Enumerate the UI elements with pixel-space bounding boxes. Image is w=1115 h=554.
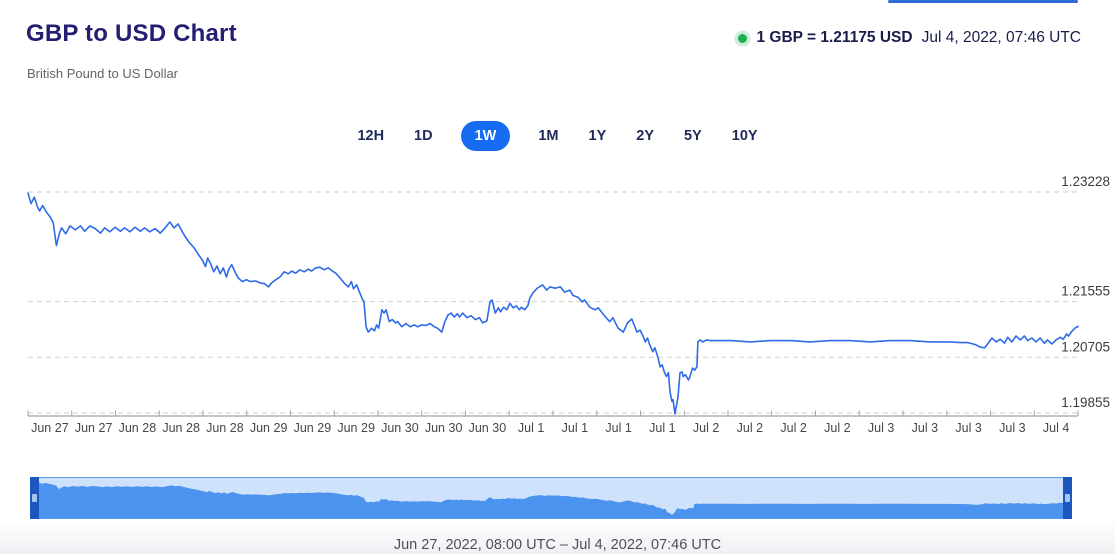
x-axis: Jun 27 Jun 27 Jun 28 Jun 28 Jun 28 Jun 29 Jun … — [27, 410, 1079, 435]
x-axis-label: Jul 1 — [649, 421, 675, 435]
x-axis-label: Jul 1 — [562, 421, 588, 435]
x-axis-label: Jun 28 — [162, 421, 200, 435]
y-axis-label: 1.20705 — [1061, 339, 1110, 354]
range-button-1m[interactable]: 1M — [536, 121, 560, 151]
x-axis-label: Jun 30 — [381, 421, 419, 435]
grip-icon — [32, 494, 37, 502]
top-accent-bar — [888, 0, 1078, 3]
x-axis-label: Jun 27 — [31, 421, 69, 435]
x-axis-label: Jul 1 — [518, 421, 544, 435]
y-axis-label: 1.23228 — [1061, 174, 1110, 189]
range-button-1y[interactable]: 1Y — [587, 121, 609, 151]
navigator-left-handle[interactable] — [30, 477, 39, 519]
x-axis-label: Jul 2 — [780, 421, 806, 435]
y-axis-label: 1.21555 — [1061, 284, 1110, 299]
current-rate: 1 GBP = 1.21175 USD Jul 4, 2022, 07:46 U… — [738, 29, 1081, 47]
gridlines: 1.23228 1.21555 1.20705 1.19855 — [28, 174, 1110, 414]
x-axis-label: Jun 28 — [119, 421, 157, 435]
chart-navigator[interactable] — [30, 477, 1072, 519]
x-axis-label: Jun 28 — [206, 421, 244, 435]
x-axis-label: Jul 1 — [605, 421, 631, 435]
x-axis-label: Jun 27 — [75, 421, 113, 435]
x-axis-label: Jul 2 — [824, 421, 850, 435]
x-axis-label: Jul 4 — [1043, 421, 1069, 435]
live-status-icon — [738, 33, 748, 43]
x-axis-label: Jul 3 — [868, 421, 894, 435]
grip-icon — [1065, 494, 1070, 502]
x-axis-label: Jul 3 — [955, 421, 981, 435]
rate-series-line — [27, 192, 1079, 415]
x-axis-label: Jun 30 — [469, 421, 507, 435]
time-range-selector: 12H 1D 1W 1M 1Y 2Y 5Y 10Y — [0, 121, 1115, 151]
navigator-area-fill — [31, 481, 1071, 518]
range-button-2y[interactable]: 2Y — [634, 121, 656, 151]
rate-timestamp: Jul 4, 2022, 07:46 UTC — [921, 29, 1081, 46]
range-button-1w[interactable]: 1W — [460, 121, 511, 151]
x-axis-label: Jul 3 — [912, 421, 938, 435]
x-axis-label: Jul 2 — [693, 421, 719, 435]
range-button-12h[interactable]: 12H — [355, 121, 386, 151]
navigator-area — [31, 481, 1071, 518]
rate-value: 1 GBP = 1.21175 USD — [756, 29, 913, 46]
navigator-right-handle[interactable] — [1063, 477, 1072, 519]
range-button-10y[interactable]: 10Y — [730, 121, 760, 151]
x-axis-label: Jun 30 — [425, 421, 463, 435]
range-button-1d[interactable]: 1D — [412, 121, 435, 151]
y-axis-label: 1.19855 — [1061, 395, 1110, 410]
x-axis-label: Jul 2 — [737, 421, 763, 435]
x-axis-label: Jun 29 — [294, 421, 332, 435]
visible-range-label: Jun 27, 2022, 08:00 UTC – Jul 4, 2022, 0… — [393, 537, 722, 553]
footer-strip: Jun 27, 2022, 08:00 UTC – Jul 4, 2022, 0… — [0, 520, 1115, 554]
x-axis-label: Jun 29 — [337, 421, 375, 435]
page-subtitle: British Pound to US Dollar — [27, 66, 179, 81]
range-button-5y[interactable]: 5Y — [682, 121, 704, 151]
x-axis-label: Jun 29 — [250, 421, 288, 435]
page-title: GBP to USD Chart — [26, 20, 237, 47]
x-axis-label: Jul 3 — [999, 421, 1025, 435]
